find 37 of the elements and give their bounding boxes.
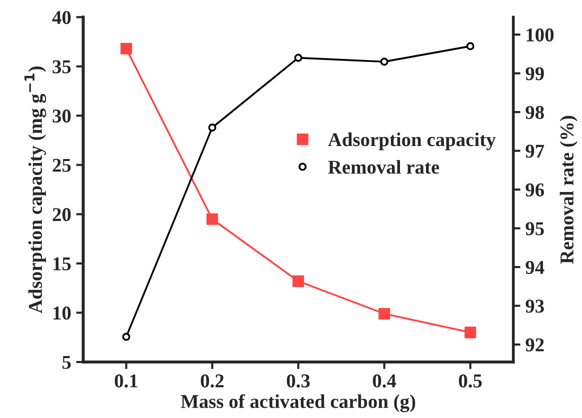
x-tick-label: 0.5 (458, 374, 482, 388)
y-tick-label: 5 (62, 356, 71, 369)
y-tick-label: 40 (52, 10, 71, 24)
y-tick-label: 35 (52, 60, 71, 74)
point (292, 275, 304, 287)
y2-axis-title: Removal rate (%) (560, 116, 578, 264)
point (208, 124, 216, 132)
legend-label: Adsorption capacity (328, 132, 496, 150)
x-tick-label: 0.2 (200, 374, 224, 388)
y-tick-label: 20 (52, 208, 71, 222)
x-tick-label: 0.3 (286, 374, 310, 388)
point (378, 308, 390, 320)
legend-label: Removal rate (328, 160, 440, 174)
point (466, 42, 474, 50)
point (122, 332, 130, 341)
y-tick-label: 10 (54, 306, 71, 320)
x-axis-title: Mass of activated carbon (g) (180, 394, 416, 412)
y2-tick-label: 93 (526, 300, 544, 313)
point (294, 54, 302, 62)
y2-tick-label: 97 (526, 144, 544, 158)
x-tick-label: 0.1 (114, 374, 138, 388)
y-tick-label: 30 (52, 109, 71, 123)
point (120, 42, 132, 54)
y-tick-label: 25 (52, 158, 71, 172)
point (464, 326, 476, 338)
y2-tick-label: 100 (526, 28, 554, 42)
y2-tick-label: 95 (526, 222, 544, 236)
point (380, 58, 388, 66)
y2-tick-label: 94 (526, 260, 544, 274)
y2-tick-label: 96 (526, 183, 544, 196)
x-tick-label: 0.4 (372, 374, 396, 388)
y2-tick-label: 99 (526, 67, 544, 80)
point (206, 213, 218, 225)
y2-tick-label: 92 (526, 338, 544, 352)
y-axis-title: Adsorption capacity (mg g$^{−1}$) (24, 66, 46, 314)
y2-tick-label: 98 (526, 106, 544, 120)
y-tick-label: 15 (54, 257, 71, 270)
